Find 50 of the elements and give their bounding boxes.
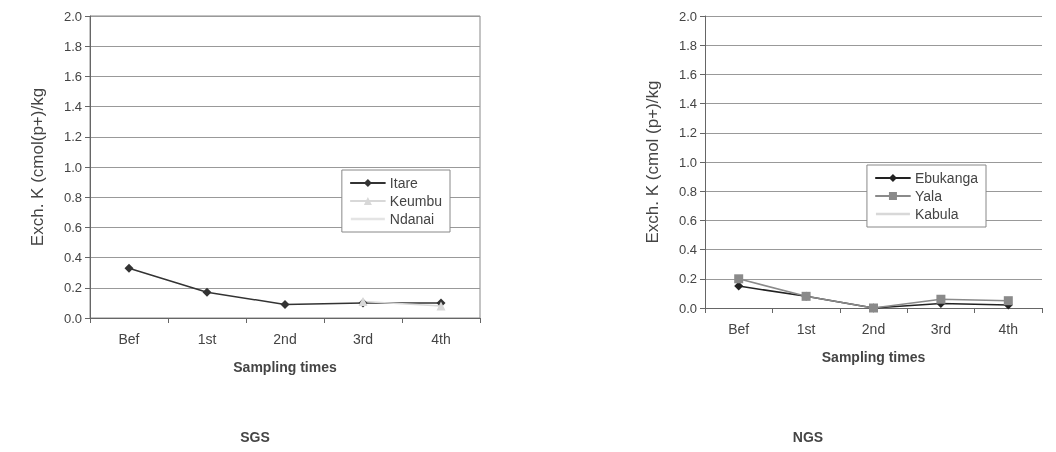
y-tick-label: 0.6 [678, 212, 697, 228]
point [124, 263, 134, 273]
x-tick-label: 3rd [352, 331, 374, 347]
y-tick-label: 1.0 [678, 154, 697, 170]
point [734, 274, 744, 284]
y-tick-label: 1.4 [63, 99, 82, 115]
x-tick-label: 1st [197, 331, 217, 347]
legend-label: Kabula [914, 206, 959, 222]
legend-label: Keumbu [389, 193, 443, 209]
x-tick-label: 1st [796, 321, 816, 337]
y-tick-label: 0.4 [678, 242, 697, 258]
y-tick-label: 1.6 [678, 66, 697, 82]
y-tick-label: 1.4 [678, 96, 697, 112]
x-tick-label: 3rd [930, 321, 952, 337]
x-tick-label: 4th [998, 321, 1019, 337]
point [936, 294, 946, 304]
x-axis-title: Sampling times [233, 359, 337, 375]
y-tick-label: 0.8 [63, 189, 82, 205]
x-tick-label: Bef [118, 331, 140, 347]
y-tick-label: 1.8 [678, 37, 697, 53]
y-tick-label: 0.2 [678, 271, 697, 287]
y-tick-label: 2.0 [63, 8, 82, 24]
y-tick-label: 0.8 [678, 183, 697, 199]
text: NGS [792, 429, 824, 445]
text: SGS [240, 429, 270, 445]
point [1003, 296, 1013, 306]
y-tick-label: 0.0 [63, 310, 82, 326]
legend-label: Yala [914, 188, 943, 204]
y-tick-label: 1.2 [63, 129, 82, 145]
y-tick-label: 2.0 [678, 8, 697, 24]
legend-label: Ndanai [389, 211, 435, 227]
x-tick-label: 2nd [861, 321, 886, 337]
y-tick-label: 1.0 [63, 159, 82, 175]
y-tick-label: 0.4 [63, 250, 82, 266]
point [202, 287, 212, 297]
x-axis-title: Sampling times [821, 349, 926, 365]
y-tick-label: 0.0 [678, 300, 697, 316]
y-axis-title: Exch. K (cmol (p+)/kg [643, 80, 662, 244]
legend-label: Ebukanga [914, 170, 979, 186]
x-tick-label: 4th [431, 331, 451, 347]
point [280, 299, 290, 309]
y-tick-label: 0.6 [63, 219, 82, 235]
y-tick-label: 1.2 [678, 125, 697, 141]
legend-label: Itare [389, 175, 419, 191]
y-axis-title: Exch. K (cmol(p+)/kg [28, 87, 47, 247]
x-tick-label: 2nd [273, 331, 297, 347]
y-tick-label: 1.6 [63, 68, 82, 84]
y-tick-label: 0.2 [63, 280, 82, 296]
x-tick-label: Bef [728, 321, 750, 337]
y-tick-label: 1.8 [63, 38, 82, 54]
